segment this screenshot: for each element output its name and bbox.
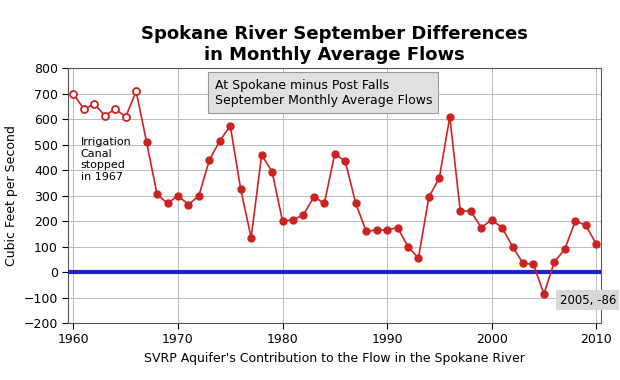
- Title: Spokane River September Differences
in Monthly Average Flows: Spokane River September Differences in M…: [141, 25, 528, 64]
- X-axis label: SVRP Aquifer's Contribution to the Flow in the Spokane River: SVRP Aquifer's Contribution to the Flow …: [144, 352, 525, 365]
- Text: At Spokane minus Post Falls
September Monthly Average Flows: At Spokane minus Post Falls September Mo…: [215, 79, 432, 106]
- Text: Irrigation
Canal
stopped
in 1967: Irrigation Canal stopped in 1967: [81, 137, 131, 182]
- Y-axis label: Cubic Feet per Second: Cubic Feet per Second: [5, 125, 18, 266]
- Text: 2005, -86: 2005, -86: [560, 294, 616, 307]
